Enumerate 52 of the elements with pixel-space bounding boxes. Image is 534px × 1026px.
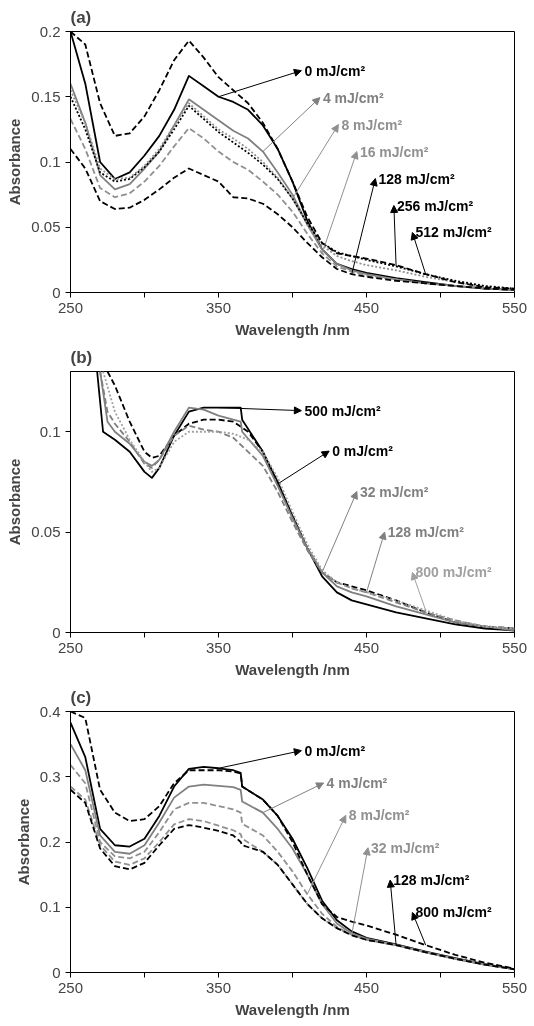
y-tick-label: 0 xyxy=(52,963,61,981)
legend-label: 512 mJ/cm² xyxy=(415,224,492,241)
legend-label: 4 mJ/cm² xyxy=(326,775,388,792)
y-tick-label: 0.1 xyxy=(39,422,61,440)
legend-label: 16 mJ/cm² xyxy=(359,143,429,160)
x-axis-title: Wavelength /nm xyxy=(235,660,350,678)
y-tick-label: 0.2 xyxy=(39,833,61,850)
y-tick-label: 0.1 xyxy=(39,898,61,916)
y-tick-label: 0.1 xyxy=(39,153,61,170)
x-tick-label: 250 xyxy=(57,638,84,656)
legend-label: 128 mJ/cm² xyxy=(393,872,470,889)
y-tick-label: 0.15 xyxy=(31,87,61,105)
legend-label: 128 mJ/cm² xyxy=(387,524,465,541)
y-tick-label: 0 xyxy=(52,283,61,301)
legend-label: 256 mJ/cm² xyxy=(396,197,474,214)
y-tick-label: 0.3 xyxy=(39,767,61,785)
x-tick-label: 550 xyxy=(501,298,528,316)
x-tick-label: 450 xyxy=(353,978,380,996)
legend-label: 0 mJ/cm² xyxy=(332,443,394,460)
y-axis-title: Absorbance xyxy=(6,458,24,546)
legend-label: 8 mJ/cm² xyxy=(348,807,410,824)
legend-label: 0 mJ/cm² xyxy=(304,62,366,79)
x-tick-label: 250 xyxy=(57,298,84,316)
legend-label: 8 mJ/cm² xyxy=(341,116,403,133)
y-tick-label: 0.4 xyxy=(39,702,61,720)
x-tick-label: 250 xyxy=(57,978,84,996)
legend-label: 800 mJ/cm² xyxy=(415,904,492,921)
y-tick-label: 0.05 xyxy=(31,523,61,541)
y-tick-label: 0 xyxy=(52,623,61,641)
x-tick-label: 350 xyxy=(205,638,232,656)
legend-label: 800 mJ/cm² xyxy=(415,564,492,581)
y-axis-title: Absorbance xyxy=(14,798,32,886)
legend-label: 32 mJ/cm² xyxy=(359,483,429,500)
x-tick-label: 550 xyxy=(501,978,528,996)
x-axis-title: Wavelength /nm xyxy=(235,320,350,338)
legend-label: 128 mJ/cm² xyxy=(378,170,455,187)
x-axis-title: Wavelength /nm xyxy=(235,1000,350,1018)
legend-label: 32 mJ/cm² xyxy=(370,839,440,856)
chart-title: (b) xyxy=(70,347,93,367)
chart-title: (c) xyxy=(70,687,92,707)
x-tick-label: 550 xyxy=(501,638,528,656)
legend-label: 500 mJ/cm² xyxy=(304,402,381,419)
x-tick-label: 350 xyxy=(205,978,232,996)
y-tick-label: 0.2 xyxy=(39,22,61,40)
x-tick-label: 350 xyxy=(205,298,232,316)
y-axis-title: Absorbance xyxy=(6,118,24,206)
y-tick-label: 0.05 xyxy=(31,218,61,236)
x-tick-label: 450 xyxy=(353,298,380,316)
legend-label: 0 mJ/cm² xyxy=(304,742,366,759)
legend-label: 4 mJ/cm² xyxy=(322,89,384,106)
chart-title: (a) xyxy=(70,7,92,27)
x-tick-label: 450 xyxy=(353,638,380,656)
